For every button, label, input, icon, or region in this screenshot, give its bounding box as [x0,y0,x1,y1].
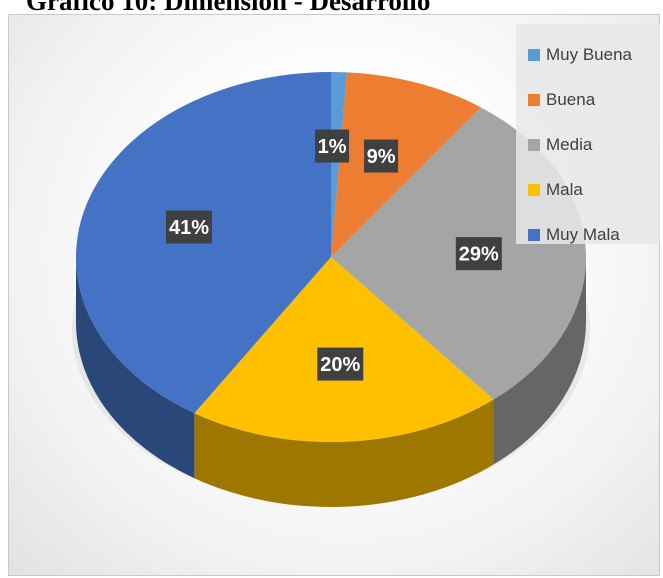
legend-item-muy-mala: Muy Mala [516,212,660,257]
legend-label: Buena [546,89,596,109]
legend-swatch-muy-buena [528,48,540,61]
data-label-text: 20% [320,354,360,376]
data-label-muy-buena: 1% [315,129,350,163]
legend-label: Muy Buena [546,44,632,64]
legend-label: Muy Mala [546,224,620,244]
legend-item-muy-buena: Muy Buena [516,32,660,77]
legend-label: Mala [546,179,583,199]
data-label-media: 29% [455,237,502,271]
pie-side-muy-mala [75,257,195,479]
data-label-mala: 20% [317,347,364,381]
data-label-box [364,139,399,173]
data-label-box [315,129,350,163]
legend-swatch-muy-mala [528,228,540,241]
chart-legend: Muy Buena Buena Media Mala Muy Mala [516,24,660,244]
data-label-text: 9% [367,146,396,168]
pie-side-media [493,257,586,465]
legend-swatch-mala [528,183,540,196]
data-label-text: 41% [169,217,209,239]
data-label-text: 29% [459,244,499,266]
data-label-muy-mala: 41% [165,210,212,244]
chart-title: Gráfico 10: Dimensión - Desarrollo [26,0,431,16]
data-label-box [455,237,502,271]
legend-item-media: Media [516,122,660,167]
data-label-text: 1% [318,136,347,158]
legend-item-buena: Buena [516,77,660,122]
data-label-box [317,347,364,381]
legend-label: Media [546,134,593,154]
data-label-box [165,210,212,244]
legend-swatch-media [528,138,540,151]
data-label-buena: 9% [364,139,399,173]
legend-swatch-buena [528,93,540,106]
pie-slice-muy-buena [331,72,348,257]
legend-item-mala: Mala [516,167,660,212]
pie-side-mala [194,399,494,508]
pie-slice-buena [331,72,481,258]
